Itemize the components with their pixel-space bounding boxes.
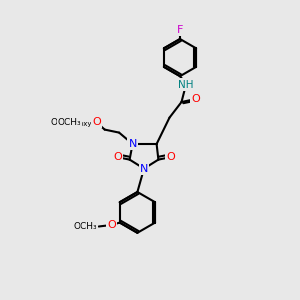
Text: O: O xyxy=(107,220,116,230)
Text: O: O xyxy=(166,152,175,162)
Text: F: F xyxy=(177,25,183,35)
Text: O: O xyxy=(92,117,101,127)
Text: methoxy: methoxy xyxy=(61,121,92,127)
Text: N: N xyxy=(140,164,148,174)
Text: O: O xyxy=(92,117,101,127)
Text: O: O xyxy=(113,152,122,162)
Text: OCH₃: OCH₃ xyxy=(74,222,97,231)
Text: N: N xyxy=(128,139,137,149)
Text: OCH₃: OCH₃ xyxy=(58,118,81,127)
Text: OCH₃: OCH₃ xyxy=(50,118,74,127)
Text: NH: NH xyxy=(178,80,194,90)
Text: O: O xyxy=(191,94,200,104)
Text: O: O xyxy=(107,220,116,230)
